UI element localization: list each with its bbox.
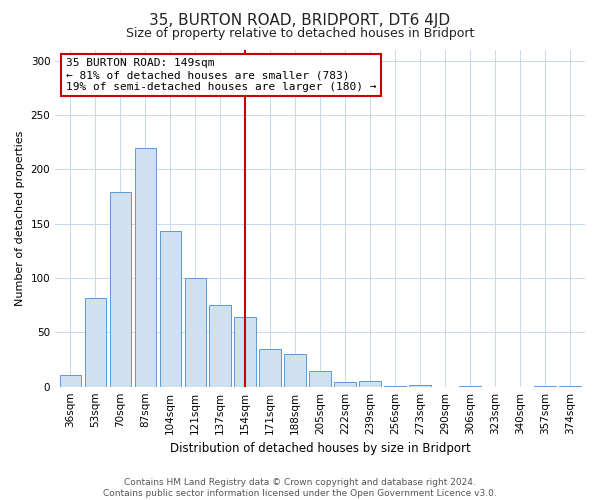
Text: Size of property relative to detached houses in Bridport: Size of property relative to detached ho… (126, 28, 474, 40)
Bar (284, 354, 306, 386)
Bar (59, 374, 81, 386)
X-axis label: Distribution of detached houses by size in Bridport: Distribution of detached houses by size … (170, 442, 470, 455)
Bar (310, 372, 331, 386)
Text: 35 BURTON ROAD: 149sqm
← 81% of detached houses are smaller (783)
19% of semi-de: 35 BURTON ROAD: 149sqm ← 81% of detached… (66, 58, 376, 92)
Bar (160, 232, 181, 386)
Bar (85, 298, 106, 386)
Bar (334, 382, 356, 386)
Bar (259, 348, 281, 387)
Bar (110, 192, 131, 386)
Bar (409, 384, 431, 386)
Bar (209, 305, 231, 386)
Text: 35, BURTON ROAD, BRIDPORT, DT6 4JD: 35, BURTON ROAD, BRIDPORT, DT6 4JD (149, 12, 451, 28)
Bar (359, 382, 380, 386)
Bar (235, 317, 256, 386)
Bar (134, 148, 156, 386)
Bar (185, 278, 206, 386)
Text: Contains HM Land Registry data © Crown copyright and database right 2024.
Contai: Contains HM Land Registry data © Crown c… (103, 478, 497, 498)
Y-axis label: Number of detached properties: Number of detached properties (15, 130, 25, 306)
